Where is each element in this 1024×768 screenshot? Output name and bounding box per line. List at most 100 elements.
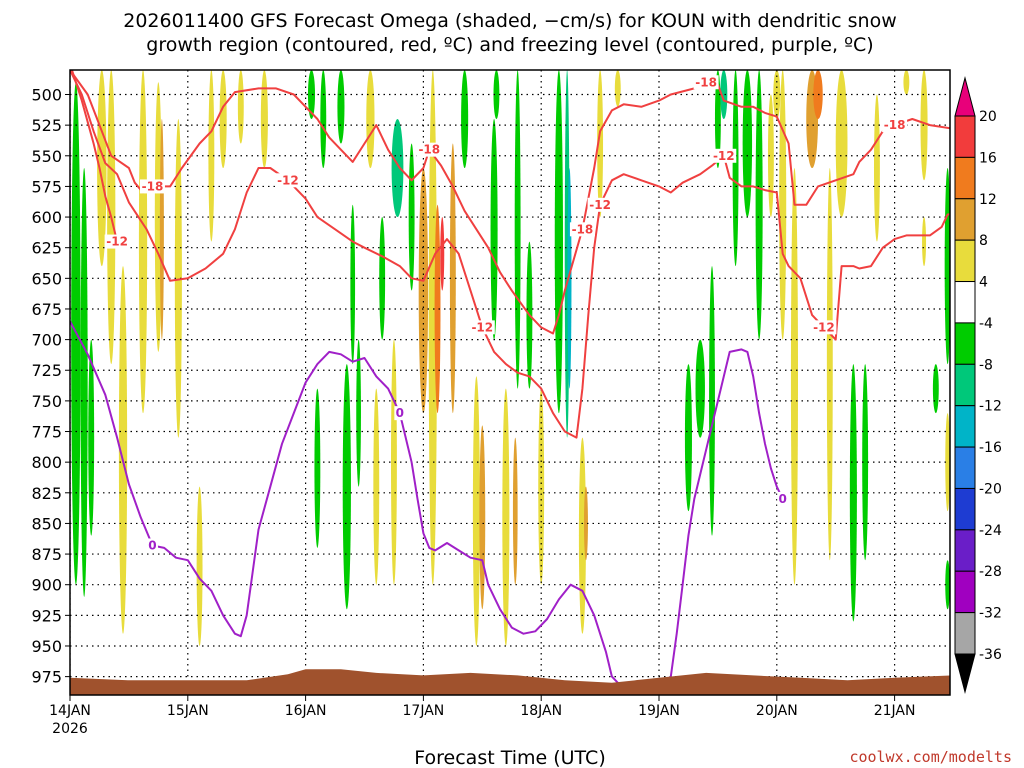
contour-label-bg	[777, 491, 789, 506]
contour-label-bg	[882, 118, 908, 133]
omega-shade-region	[920, 70, 928, 181]
omega-shade-region	[80, 168, 88, 597]
contour-label: -12	[471, 320, 493, 334]
plot-area	[70, 70, 950, 695]
omega-shade-region	[755, 70, 763, 340]
chart-title-line2: growth region (contoured, red, ºC) and f…	[146, 34, 873, 56]
colorbar-bin	[954, 363, 976, 407]
omega-shade-region	[88, 339, 95, 536]
contour-label: -12	[106, 235, 128, 249]
colorbar-bin	[954, 529, 976, 572]
contour-label-bg	[139, 179, 165, 194]
colorbar-bin	[954, 570, 976, 614]
colorbar-bin	[954, 156, 976, 200]
omega-shade-region	[790, 168, 799, 585]
colorbar-bin	[954, 487, 976, 531]
contour-label: -12	[813, 320, 835, 334]
omega-shade-region	[307, 70, 316, 120]
contour-label-bg	[394, 406, 406, 421]
colorbar-tick-label: -32	[979, 606, 1002, 622]
contours: -12 -12 -12 -12 -12 -18 -18 -18 -18 -18 -12 0 0 0	[70, 70, 950, 695]
contour-label: -18	[695, 75, 717, 89]
y-tick-label: 850	[31, 514, 62, 533]
contour-label: 0	[148, 538, 156, 552]
colorbar-bin	[954, 115, 976, 158]
plot-frame	[69, 69, 951, 696]
colorbar-bin	[954, 281, 976, 324]
x-tick-label: 20JAN	[756, 703, 798, 719]
omega-shade-region	[237, 70, 244, 144]
omega-shade-region	[337, 70, 345, 144]
omega-shade-region	[391, 119, 404, 218]
y-tick-label: 675	[31, 300, 62, 319]
omega-shade-region	[208, 70, 215, 242]
omega-shade-region	[720, 70, 728, 120]
contour-label: 0	[779, 492, 787, 506]
omega-shade-region	[835, 70, 848, 218]
omega-shade-region	[742, 70, 753, 218]
contour-label-bg	[569, 222, 595, 237]
y-tick-label: 800	[31, 453, 62, 472]
y-tick-label: 575	[31, 177, 62, 196]
x-tick-label: 17JAN	[403, 703, 445, 719]
contour-label: 0	[396, 406, 404, 420]
colorbar-tick-label: -36	[979, 647, 1002, 663]
y-tick-label: 875	[31, 545, 62, 564]
omega-shade-region	[502, 388, 510, 646]
y-tick-label: 650	[31, 269, 62, 288]
omega-shade-region	[709, 266, 715, 536]
omega-shade-region	[260, 70, 268, 169]
y-tick-label: 725	[31, 361, 62, 380]
contour-line	[70, 320, 784, 695]
ground-terrain	[70, 669, 950, 695]
omega-shading	[71, 70, 950, 646]
colorbar-bin	[954, 322, 976, 365]
omega-shade-region	[826, 168, 833, 561]
x-tick-label: 18JAN	[520, 703, 562, 719]
contour-label: -18	[418, 143, 440, 157]
contour-label-bg	[469, 320, 495, 335]
contour-label: -12	[713, 149, 735, 163]
omega-shade-region	[945, 560, 950, 610]
omega-shade-region	[196, 486, 203, 646]
omega-shade-region	[449, 143, 456, 414]
omega-shade-region	[684, 364, 692, 512]
y-tick-label: 525	[31, 116, 62, 135]
x-tick-label: 14JAN	[49, 703, 91, 719]
omega-shade-region	[440, 217, 445, 291]
colorbar-tick-label: -16	[979, 440, 1002, 456]
colorbar-tick-label: -20	[979, 481, 1002, 497]
contour-label: -18	[142, 179, 164, 193]
omega-shade-region	[320, 70, 327, 169]
omega-shade-region	[538, 388, 545, 585]
x-tick-label: 21JAN	[874, 703, 916, 719]
omega-shade-region	[773, 70, 781, 120]
omega-shade-region	[849, 364, 857, 622]
contour-label-bg	[711, 148, 737, 163]
y-axis: 500 525 550 575 600 625 650 675 700 725 750 775 800 8…	[31, 86, 70, 687]
contour-label-bg	[811, 320, 837, 335]
contour-label-bg	[275, 173, 301, 188]
colorbar-bin	[954, 239, 976, 283]
y-tick-label: 900	[31, 576, 62, 595]
omega-shade-region	[578, 437, 586, 634]
contour-label: -12	[589, 198, 611, 212]
colorbar-bin	[954, 405, 976, 448]
colorbar-tick-label: -8	[979, 357, 993, 373]
terrain-ground	[70, 669, 950, 695]
omega-shade-region	[391, 339, 397, 585]
colorbar-tick-label: 4	[979, 275, 988, 291]
omega-shade-region	[314, 388, 321, 548]
omega-shade-region	[428, 70, 437, 585]
omega-shade-region	[479, 425, 486, 610]
contour-label-bg	[693, 75, 719, 90]
x-axis: 14JAN 2026 15JAN 16JAN 17JAN 18JAN 19JAN 20JAN 2…	[49, 695, 915, 737]
x-tick-label: 19JAN	[638, 703, 680, 719]
omega-shade-region	[554, 70, 563, 414]
y-tick-label: 775	[31, 423, 62, 442]
colorbar-bottom-arrow	[954, 653, 976, 694]
y-tick-label: 925	[31, 606, 62, 625]
y-tick-label: 625	[31, 239, 62, 258]
omega-shade-region	[945, 413, 950, 512]
